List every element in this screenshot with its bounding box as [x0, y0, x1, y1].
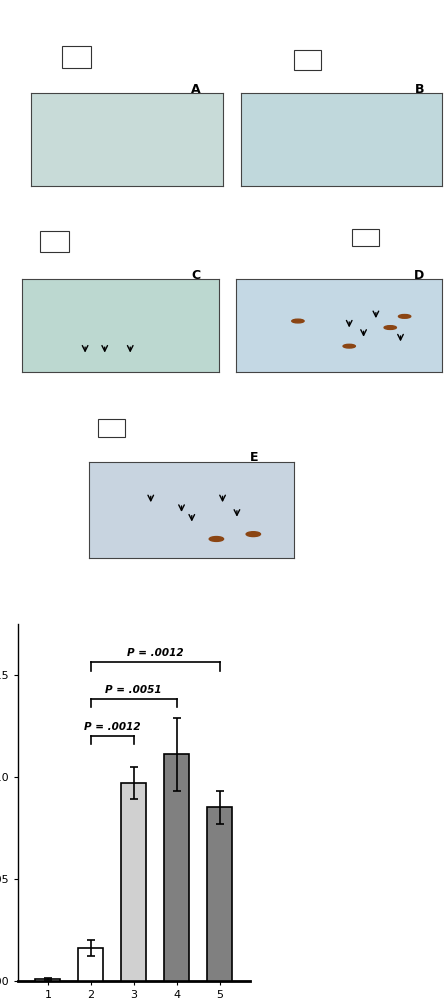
- Text: P = .0012: P = .0012: [84, 722, 140, 732]
- Text: E: E: [250, 452, 259, 465]
- Bar: [352, 228, 379, 246]
- Bar: [121, 783, 146, 981]
- Bar: [40, 230, 69, 252]
- Text: P = .0012: P = .0012: [127, 649, 184, 658]
- Ellipse shape: [384, 326, 396, 329]
- Bar: [164, 754, 189, 981]
- Text: P = .0051: P = .0051: [106, 685, 162, 695]
- Ellipse shape: [343, 344, 355, 348]
- Bar: [62, 46, 91, 67]
- Bar: [35, 979, 60, 981]
- Text: A: A: [191, 82, 201, 96]
- Ellipse shape: [292, 319, 304, 323]
- Bar: [98, 418, 125, 438]
- Ellipse shape: [209, 536, 223, 541]
- Bar: [294, 50, 321, 69]
- Ellipse shape: [398, 315, 411, 318]
- Text: D: D: [414, 269, 424, 282]
- Text: C: C: [192, 269, 201, 282]
- Text: B: B: [414, 82, 424, 96]
- Bar: [207, 808, 232, 981]
- Bar: [78, 949, 103, 981]
- Ellipse shape: [246, 532, 260, 536]
